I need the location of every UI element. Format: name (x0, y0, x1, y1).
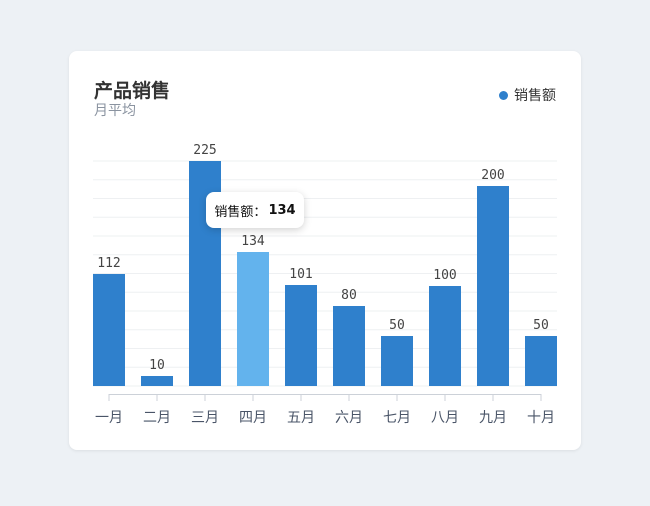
tooltip-label: 销售额： (214, 204, 267, 220)
tooltip: 销售额： 134 (206, 192, 304, 228)
legend-dot-icon (499, 90, 508, 100)
legend-label: 销售额 (514, 88, 556, 104)
chart-subtitle: 月平均 (94, 103, 136, 119)
chart-card (69, 51, 581, 450)
chart-title: 产品销售 (94, 80, 171, 102)
tooltip-value: 134 (268, 202, 296, 218)
legend[interactable]: 销售额 (499, 85, 556, 105)
